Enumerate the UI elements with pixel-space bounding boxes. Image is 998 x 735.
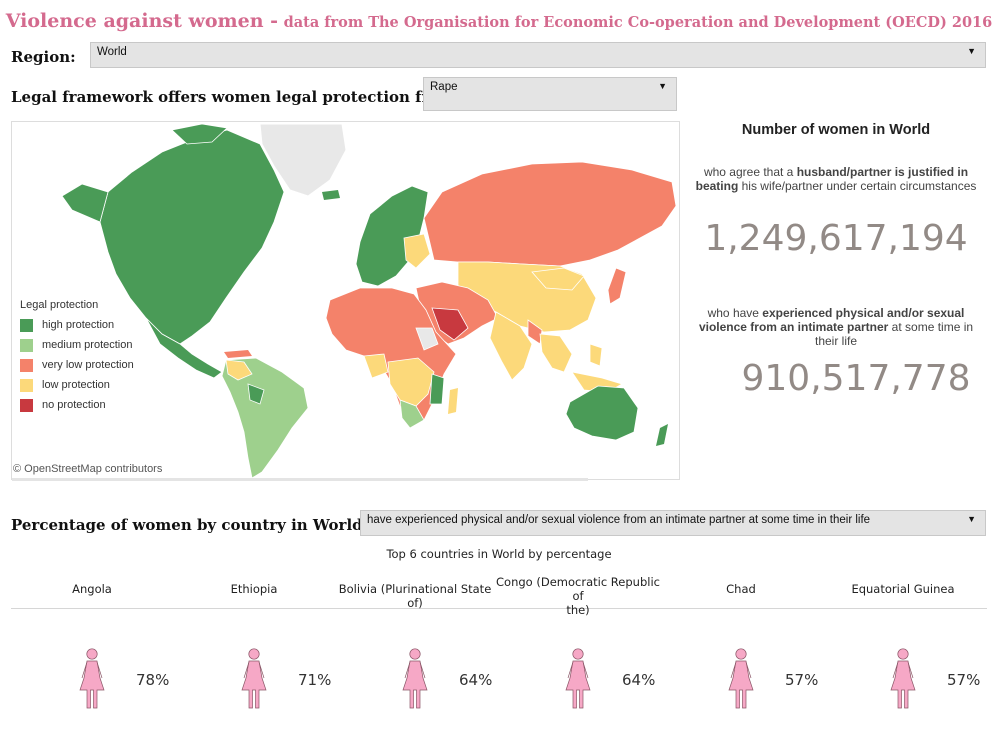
country-percentage: 64% — [622, 671, 656, 689]
map-svg — [61, 123, 677, 479]
world-map[interactable] — [11, 121, 680, 480]
woman-icon — [565, 648, 591, 715]
title-main: Violence against women - — [5, 10, 279, 32]
country-percentage: 64% — [459, 671, 493, 689]
woman-icon — [241, 648, 267, 715]
legend-item: low protection — [20, 375, 134, 395]
legend-swatch — [20, 398, 33, 412]
pct-subtitle: Top 6 countries in World by percentage — [386, 547, 612, 561]
legend-item: no protection — [20, 395, 134, 415]
pct-dropdown[interactable]: have experienced physical and/or sexual … — [360, 510, 986, 536]
chevron-down-icon: ▼ — [967, 46, 976, 56]
country-name: Equatorial Guinea — [851, 582, 955, 596]
country-name: Ethiopia — [230, 582, 278, 596]
legend-label: low protection — [42, 379, 110, 391]
country-percentage: 57% — [947, 671, 981, 689]
legend-swatch — [20, 378, 33, 392]
legend-label: very low protection — [42, 359, 134, 371]
legal-selected: Rape — [430, 81, 458, 93]
country-percentage: 78% — [136, 671, 170, 689]
chevron-down-icon: ▼ — [658, 81, 667, 91]
legal-dropdown[interactable]: Rape ▼ — [423, 77, 677, 111]
stat1-description: who agree that a husband/partner is just… — [695, 165, 977, 193]
country-percentage: 71% — [298, 671, 332, 689]
legend-swatch — [20, 318, 33, 332]
region-selected: World — [97, 46, 127, 58]
legal-label: Legal framework offers women legal prote… — [11, 88, 461, 106]
map-scrollbar[interactable] — [12, 478, 588, 481]
region-dropdown[interactable]: World ▼ — [90, 42, 986, 68]
legend-swatch — [20, 358, 33, 372]
region-label: Region: — [11, 48, 76, 66]
country-percentage: 57% — [785, 671, 819, 689]
map-legend: Legal protection high protection medium … — [20, 299, 134, 415]
woman-icon — [890, 648, 916, 715]
pct-label: Percentage of women by country in World … — [11, 516, 408, 534]
legend-item: medium protection — [20, 335, 134, 355]
legend-item: high protection — [20, 315, 134, 335]
stat2-value: 910,517,778 — [741, 358, 971, 399]
legend-label: no protection — [42, 399, 106, 411]
pct-selected: have experienced physical and/or sexual … — [367, 514, 871, 526]
legend-title: Legal protection — [20, 299, 99, 311]
stats-title: Number of women in World — [741, 122, 931, 138]
divider — [11, 608, 987, 609]
stat1-value: 1,249,617,194 — [704, 218, 968, 259]
country-name: Congo (Democratic Republic of the) — [496, 575, 660, 617]
legend-label: medium protection — [42, 339, 133, 351]
legend-swatch — [20, 338, 33, 352]
title-sub: data from The Organisation for Economic … — [283, 14, 993, 31]
stat2-description: who have experienced physical and/or sex… — [698, 306, 974, 348]
map-credit: © OpenStreetMap contributors — [13, 463, 163, 475]
country-name: Bolivia (Plurinational State of) — [338, 582, 492, 610]
woman-icon — [79, 648, 105, 715]
legend-item: very low protection — [20, 355, 134, 375]
woman-icon — [402, 648, 428, 715]
chevron-down-icon: ▼ — [967, 514, 976, 524]
woman-icon — [728, 648, 754, 715]
country-name: Angola — [72, 582, 112, 596]
page-title: Violence against women - data from The O… — [0, 10, 998, 32]
legend-label: high protection — [42, 319, 115, 331]
country-name: Chad — [726, 582, 756, 596]
